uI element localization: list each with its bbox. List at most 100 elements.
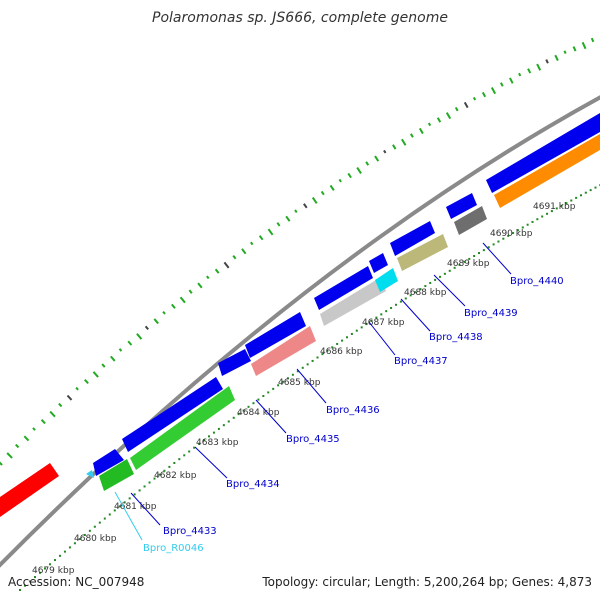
gene-forward-4435[interactable] xyxy=(218,349,251,376)
ruler-dot xyxy=(414,291,417,294)
ruler-dot xyxy=(512,232,515,235)
gene-label[interactable]: Bpro_R0046 xyxy=(143,543,204,554)
gene-forward-4436[interactable] xyxy=(245,312,306,358)
gc-dash xyxy=(23,435,30,442)
gc-dash xyxy=(481,91,487,98)
kbp-label: 4681 kbp xyxy=(114,502,157,512)
gene-orange-4440[interactable] xyxy=(494,134,600,208)
gene-labels: Bpro_R0046 Bpro_4433 Bpro_4434 Bpro_4435… xyxy=(143,276,564,554)
ruler-dot xyxy=(477,252,480,255)
gene-forward-4439[interactable] xyxy=(390,221,435,256)
gene-label[interactable]: Bpro_4437 xyxy=(394,356,448,367)
ruler-dot xyxy=(83,533,86,536)
ruler-dot xyxy=(103,517,106,520)
ruler-dot xyxy=(48,563,51,566)
ruler-dot xyxy=(550,210,553,213)
ruler-dot xyxy=(336,342,339,345)
gene-label[interactable]: Bpro_4433 xyxy=(163,526,217,537)
gc-dash xyxy=(527,68,532,74)
gc-dash xyxy=(545,59,549,64)
ruler-dot xyxy=(193,446,196,449)
ruler-dot xyxy=(570,199,573,202)
gc-dash xyxy=(338,178,342,183)
ruler-dot xyxy=(482,249,485,252)
gc-dash xyxy=(223,261,230,269)
ruler-dot xyxy=(143,485,146,488)
gene-label[interactable]: Bpro_4438 xyxy=(429,332,483,343)
ruler-dot xyxy=(257,398,260,401)
gc-dash xyxy=(40,419,46,425)
ruler-dot xyxy=(138,489,141,492)
ruler-dot xyxy=(424,285,427,288)
ruler-dot xyxy=(178,458,181,461)
gc-dash xyxy=(92,371,99,378)
gc-dash xyxy=(171,303,176,309)
ruler-dot xyxy=(183,454,186,457)
gene-forward-4437[interactable] xyxy=(314,266,373,310)
ruler-dot xyxy=(555,207,558,210)
ruler-dot xyxy=(546,212,549,215)
ruler-dot xyxy=(360,326,363,329)
kbp-label: 4683 kbp xyxy=(196,438,239,448)
ruler-dot xyxy=(394,303,397,306)
gene-forward-4440[interactable] xyxy=(446,193,477,219)
gene-forward-4438[interactable] xyxy=(369,253,388,273)
gc-dash xyxy=(383,149,387,154)
gene-cyan-rna[interactable] xyxy=(86,470,94,478)
gc-dash xyxy=(581,41,587,50)
gc-dash xyxy=(590,37,595,43)
gene-forward-left[interactable] xyxy=(93,449,124,476)
gc-dash xyxy=(329,184,335,191)
gene-label[interactable]: Bpro_4434 xyxy=(226,479,280,490)
gc-dash xyxy=(427,122,432,127)
gc-dash xyxy=(276,222,281,227)
ruler-dot xyxy=(262,395,265,398)
gc-dash xyxy=(563,50,567,54)
ruler-dot xyxy=(296,370,299,373)
ruler-dot xyxy=(516,229,519,232)
ruler-dot xyxy=(168,465,171,468)
gene-label[interactable]: Bpro_4440 xyxy=(510,276,564,287)
gc-dash xyxy=(136,333,143,340)
ruler-dot xyxy=(594,186,597,189)
ruler-dot xyxy=(434,278,437,281)
ruler-dot xyxy=(306,363,309,366)
ruler-dot xyxy=(73,542,76,545)
ruler-dot xyxy=(173,462,176,465)
ruler-dot xyxy=(321,353,324,356)
gc-dash xyxy=(162,310,166,315)
ruler-dot xyxy=(282,380,285,383)
ruler-dot xyxy=(301,366,304,369)
kbp-label: 4684 kbp xyxy=(237,408,280,418)
gene-forward-right[interactable] xyxy=(486,113,600,193)
ruler-dot xyxy=(33,576,36,579)
gc-dash xyxy=(241,248,247,255)
gene-label[interactable]: Bpro_4436 xyxy=(326,405,380,416)
ruler-dot xyxy=(43,567,46,570)
gene-label[interactable]: Bpro_4435 xyxy=(286,434,340,445)
ruler-dot xyxy=(492,243,495,246)
gene-green-4433[interactable] xyxy=(99,459,134,491)
gene-label[interactable]: Bpro_4439 xyxy=(464,308,518,319)
gene-lightgray-4436[interactable] xyxy=(320,277,386,326)
ruler-dot xyxy=(267,391,270,394)
ruler-dot xyxy=(526,223,529,226)
ruler-dot xyxy=(365,323,368,326)
ruler-dot xyxy=(331,346,334,349)
gc-dash xyxy=(374,155,380,162)
gene-red-left[interactable] xyxy=(0,463,59,517)
leader-line xyxy=(368,321,396,356)
gene-pink-4435[interactable] xyxy=(251,326,316,376)
gene-green-4434[interactable] xyxy=(130,386,235,470)
gene-forward-4434[interactable] xyxy=(122,377,223,452)
gene-darkgray-4439[interactable] xyxy=(454,206,487,235)
reverse-strand-track xyxy=(86,134,600,491)
genome-info-text: Topology: circular; Length: 5,200,264 bp… xyxy=(262,575,592,589)
gene-cyan-4437[interactable] xyxy=(375,268,398,292)
ruler-dot xyxy=(217,427,220,430)
gene-khaki-4438[interactable] xyxy=(397,234,448,271)
ruler-dot xyxy=(575,196,578,199)
gc-dash xyxy=(127,340,133,346)
ruler-dot xyxy=(399,300,402,303)
gc-content-track-outer xyxy=(0,34,600,466)
